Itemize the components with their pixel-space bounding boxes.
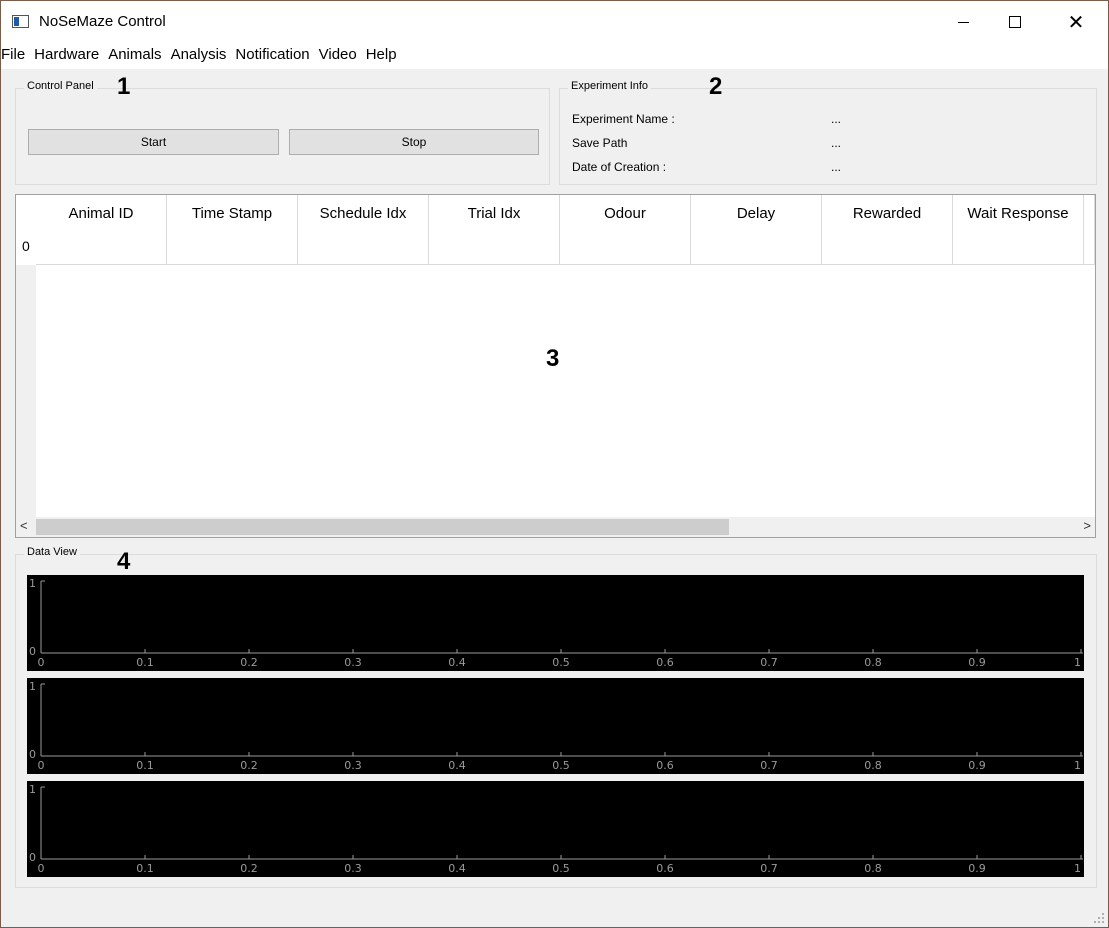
scroll-left-arrow-icon[interactable]: < <box>20 518 28 533</box>
minimize-button[interactable] <box>940 1 986 43</box>
menu-bar: File Hardware Animals Analysis Notificat… <box>1 43 1108 69</box>
x-tick-label: 0.2 <box>240 862 258 875</box>
x-tick-label: 0 <box>38 656 45 669</box>
horizontal-scrollbar[interactable]: < > <box>16 517 1095 537</box>
app-icon <box>12 15 29 28</box>
x-tick-label: 0.6 <box>656 656 674 669</box>
control-panel-group: Control Panel Start Stop <box>15 80 550 185</box>
x-tick-label: 0 <box>38 862 45 875</box>
close-icon: ✕ <box>1067 10 1085 34</box>
experiment-name-value: ... <box>831 112 842 126</box>
x-tick-label: 0.4 <box>448 656 466 669</box>
column-header-time-stamp[interactable]: Time Stamp <box>167 195 298 265</box>
x-tick-label: 0.3 <box>344 862 362 875</box>
menu-file[interactable]: File <box>1 46 26 63</box>
column-header-animal-id[interactable]: Animal ID <box>36 195 167 265</box>
section-number-4: 4 <box>117 548 131 575</box>
plot-3-axes: 0 1 0 0.1 0.2 0.3 0.4 0.5 0.6 0.7 0.8 0.9 1 <box>29 783 1083 875</box>
x-tick-label: 0.6 <box>656 759 674 772</box>
plot-1-axes: 0 1 0 0.1 0.2 0.3 0.4 0.5 0.6 0.7 0.8 0.9 1 <box>29 577 1083 669</box>
x-tick-label: 0.4 <box>448 862 466 875</box>
menu-animals[interactable]: Animals <box>108 46 162 63</box>
plot-2[interactable]: 0 1 0 0.1 0.2 0.3 0.4 0.5 0.6 0.7 0.8 0.9 1 <box>27 678 1084 774</box>
table-corner <box>16 195 36 265</box>
save-path-value: ... <box>831 136 842 150</box>
plot-1[interactable]: 0 1 0 0.1 0.2 0.3 0.4 0.5 0.6 0.7 0.8 0.9 1 <box>27 575 1084 671</box>
section-number-3: 3 <box>546 345 560 372</box>
date-of-creation-value: ... <box>831 160 842 174</box>
date-of-creation-label: Date of Creation : <box>572 160 667 174</box>
x-tick-label: 0.9 <box>968 759 986 772</box>
y-tick-label: 1 <box>29 577 36 590</box>
section-number-1: 1 <box>117 73 131 100</box>
trial-table[interactable]: 0 Animal ID Time Stamp Schedule Idx Tria… <box>15 194 1096 538</box>
column-header-trial-idx[interactable]: Trial Idx <box>429 195 560 265</box>
x-tick-label: 0.4 <box>448 759 466 772</box>
x-tick-label: 0.9 <box>968 656 986 669</box>
data-view-title: Data View <box>24 546 80 558</box>
plot-3[interactable]: 0 1 0 0.1 0.2 0.3 0.4 0.5 0.6 0.7 0.8 0.9 1 <box>27 781 1084 877</box>
close-button[interactable]: ✕ <box>1053 1 1099 43</box>
y-tick-label: 0 <box>29 645 36 658</box>
x-tick-label: 0.3 <box>344 656 362 669</box>
column-header-delay[interactable]: Delay <box>691 195 822 265</box>
menu-notification[interactable]: Notification <box>235 46 310 63</box>
x-tick-label: 0.5 <box>552 656 570 669</box>
experiment-info-title: Experiment Info <box>568 80 652 92</box>
maximize-button[interactable] <box>992 1 1038 43</box>
x-tick-label: 0.5 <box>552 759 570 772</box>
x-tick-label: 0.1 <box>136 759 154 772</box>
x-tick-label: 0.9 <box>968 862 986 875</box>
minimize-icon <box>957 21 969 23</box>
column-header-schedule-idx[interactable]: Schedule Idx <box>298 195 429 265</box>
x-tick-label: 0.2 <box>240 759 258 772</box>
y-tick-label: 0 <box>29 748 36 761</box>
experiment-name-label: Experiment Name : <box>572 112 675 126</box>
control-panel-title: Control Panel <box>24 80 97 92</box>
column-header-rewarded[interactable]: Rewarded <box>822 195 953 265</box>
y-tick-label: 0 <box>29 851 36 864</box>
x-tick-label: 0.2 <box>240 656 258 669</box>
resize-grip-icon[interactable] <box>1094 913 1104 923</box>
scroll-right-arrow-icon[interactable]: > <box>1083 518 1091 533</box>
x-tick-label: 0.8 <box>864 862 882 875</box>
data-view-group: Data View <box>15 546 1097 888</box>
menu-analysis[interactable]: Analysis <box>170 46 227 63</box>
menu-video[interactable]: Video <box>318 46 357 63</box>
column-header-overflow <box>1084 195 1095 265</box>
x-tick-label: 0.3 <box>344 759 362 772</box>
column-header-odour[interactable]: Odour <box>560 195 691 265</box>
maximize-icon <box>1009 16 1021 28</box>
row-header-column <box>16 195 36 517</box>
plot-2-axes: 0 1 0 0.1 0.2 0.3 0.4 0.5 0.6 0.7 0.8 0.9 1 <box>29 680 1083 772</box>
x-tick-label: 0.7 <box>760 862 778 875</box>
section-number-2: 2 <box>709 73 723 100</box>
x-tick-label: 0.1 <box>136 862 154 875</box>
x-tick-label: 0.7 <box>760 759 778 772</box>
x-tick-label: 0.5 <box>552 862 570 875</box>
scrollbar-thumb[interactable] <box>36 519 729 535</box>
save-path-label: Save Path <box>572 136 628 150</box>
x-tick-label: 0.1 <box>136 656 154 669</box>
x-tick-label: 0.6 <box>656 862 674 875</box>
menu-hardware[interactable]: Hardware <box>34 46 100 63</box>
window-title: NoSeMaze Control <box>39 13 166 30</box>
column-header-wait-response[interactable]: Wait Response <box>953 195 1084 265</box>
x-tick-label: 1 <box>1074 862 1081 875</box>
y-tick-label: 1 <box>29 783 36 796</box>
x-tick-label: 1 <box>1074 759 1081 772</box>
title-bar: NoSeMaze Control ✕ <box>1 1 1108 43</box>
stop-button[interactable]: Stop <box>289 129 539 155</box>
start-button[interactable]: Start <box>28 129 279 155</box>
x-tick-label: 0 <box>38 759 45 772</box>
menu-help[interactable]: Help <box>365 46 397 63</box>
x-tick-label: 0.7 <box>760 656 778 669</box>
y-tick-label: 1 <box>29 680 36 693</box>
experiment-info-group: Experiment Info Experiment Name : ... Sa… <box>559 80 1097 185</box>
x-tick-label: 1 <box>1074 656 1081 669</box>
row-header-0[interactable]: 0 <box>22 238 30 254</box>
x-tick-label: 0.8 <box>864 656 882 669</box>
x-tick-label: 0.8 <box>864 759 882 772</box>
